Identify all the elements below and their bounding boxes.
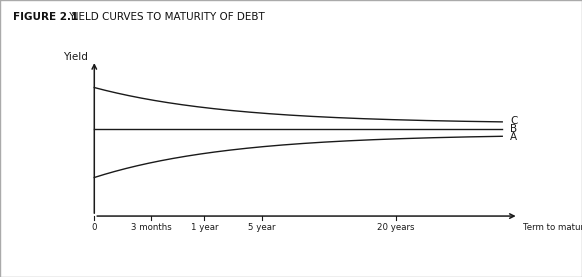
Text: 20 years: 20 years [377,223,415,232]
Text: 3 months: 3 months [131,223,172,232]
Text: 1 year: 1 year [191,223,218,232]
Text: Term to maturity: Term to maturity [523,223,582,232]
Text: 5 year: 5 year [248,223,275,232]
Text: C: C [510,116,518,126]
Text: 0: 0 [91,223,97,232]
Text: A: A [510,132,517,142]
Text: B: B [510,124,517,134]
Text: YIELD CURVES TO MATURITY OF DEBT: YIELD CURVES TO MATURITY OF DEBT [66,12,265,22]
Text: Yield: Yield [63,52,88,62]
Text: FIGURE 2.1: FIGURE 2.1 [13,12,78,22]
